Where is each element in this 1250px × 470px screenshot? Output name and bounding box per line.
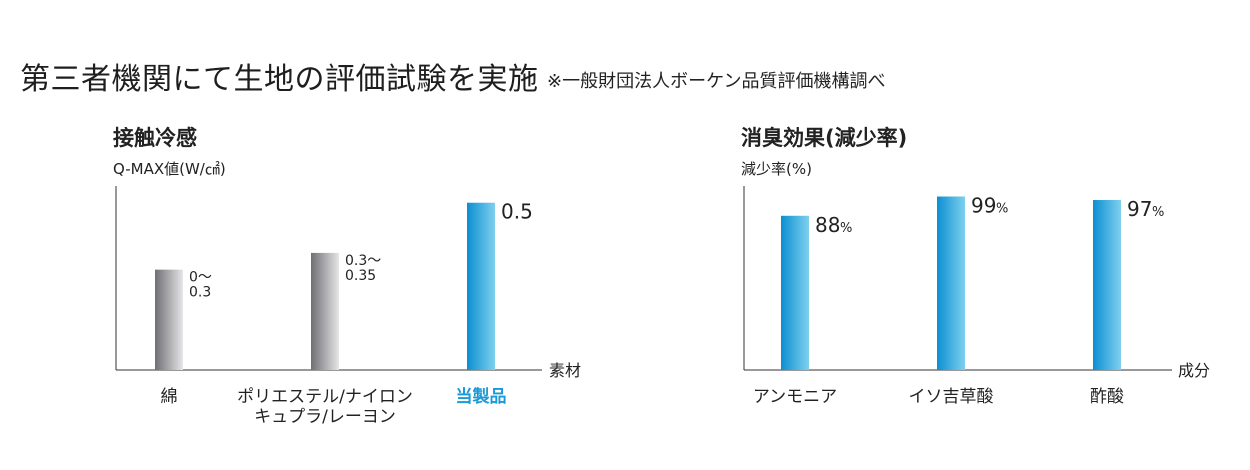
x-axis-label: 成分 [1178, 361, 1210, 380]
chart-title: 消臭効果(減少率) [741, 126, 907, 150]
x-tick-label: 酢酸 [1090, 387, 1124, 407]
data-label: 0.5 [501, 200, 533, 224]
bar [781, 215, 809, 370]
x-tick-label: 当製品 [456, 386, 507, 407]
bar [311, 252, 339, 370]
x-tick-label: ポリエステル/ナイロン [237, 387, 413, 407]
data-label: 0.35 [345, 268, 376, 284]
data-label-unit: % [840, 221, 852, 236]
bar [937, 196, 965, 370]
data-label: 0〜 [189, 270, 212, 286]
bar [1093, 200, 1121, 370]
x-tick-label: イソ吉草酸 [909, 387, 994, 407]
chart-title: 接触冷感 [113, 126, 197, 150]
x-tick-label: キュプラ/レーヨン [254, 407, 396, 427]
data-label-unit: % [1152, 205, 1164, 220]
x-tick-label: アンモニア [753, 387, 837, 407]
bar [155, 269, 183, 370]
data-label: 0.3〜 [345, 253, 381, 269]
source-note: ※一般財団法人ボーケン品質評価機構調べ [547, 71, 886, 92]
data-label: 88 [815, 213, 840, 237]
data-label: 0.3 [189, 285, 211, 301]
data-label: 97 [1127, 197, 1152, 221]
x-axis-label: 素材 [549, 361, 581, 380]
data-label: 99 [971, 194, 996, 218]
bar [467, 202, 495, 370]
x-tick-label: 綿 [161, 387, 178, 407]
data-label-unit: % [996, 202, 1008, 217]
y-axis-label: 減少率(%) [741, 160, 812, 178]
page-title: 第三者機関にて生地の評価試験を実施 [20, 62, 539, 97]
y-axis-label: Q-MAX値(W/㎠) [113, 160, 226, 178]
